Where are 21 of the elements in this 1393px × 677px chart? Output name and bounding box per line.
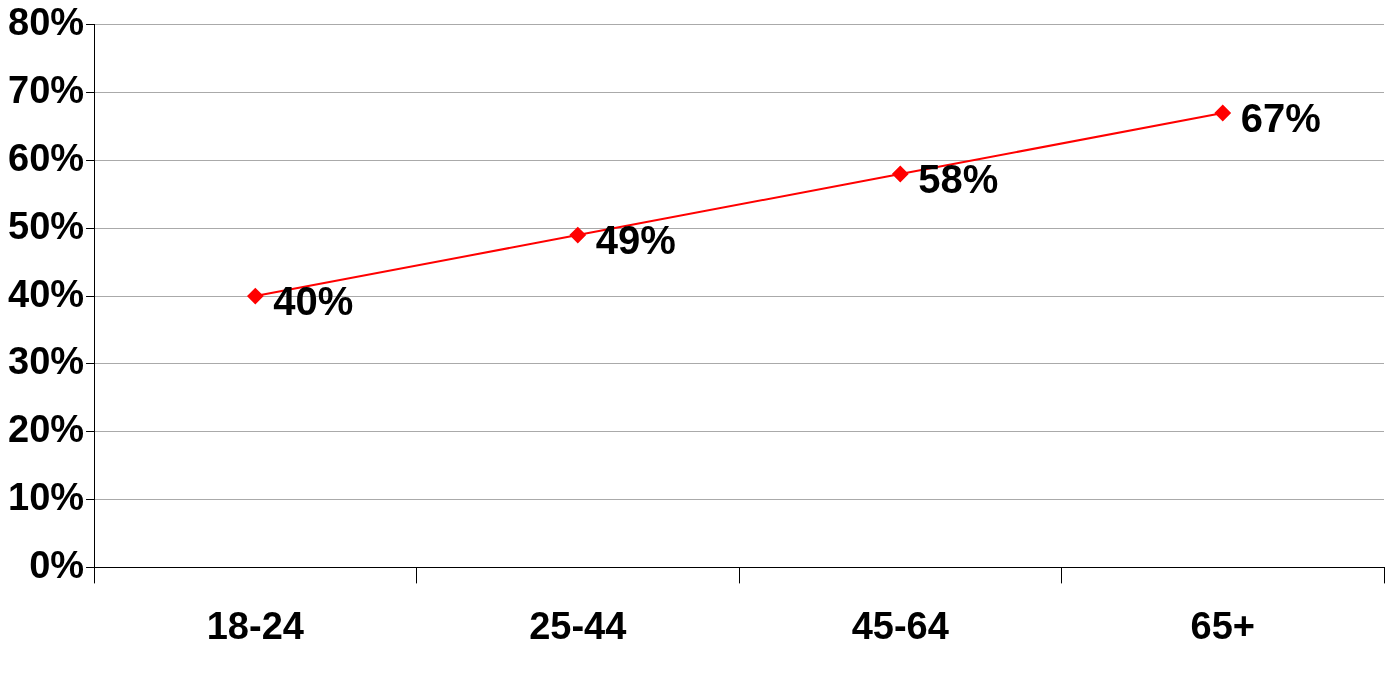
point: [892, 166, 909, 183]
point: [247, 288, 264, 305]
x-tick-label: 65+: [1190, 604, 1255, 647]
y-tick-label: 0%: [29, 543, 85, 586]
data-label: 49%: [595, 218, 676, 263]
y-tick-label: 70%: [7, 69, 85, 112]
y-tick-label: 20%: [7, 408, 85, 451]
point: [569, 227, 586, 244]
x-tick-label: 45-64: [851, 604, 949, 647]
data-label: 40%: [273, 279, 354, 324]
data-label: 67%: [1240, 96, 1321, 140]
data-label: 58%: [918, 157, 999, 202]
y-tick-label: 30%: [7, 340, 85, 383]
y-tick-label: 40%: [7, 272, 85, 315]
x-tick-label: 18-24: [206, 604, 304, 647]
point: [1214, 104, 1231, 121]
y-tick-label: 50%: [7, 204, 85, 247]
y-tick-label: 10%: [7, 476, 85, 519]
y-tick-label: 80%: [7, 1, 85, 44]
x-tick-label: 25-44: [529, 604, 627, 647]
y-tick-label: 60%: [7, 136, 85, 179]
